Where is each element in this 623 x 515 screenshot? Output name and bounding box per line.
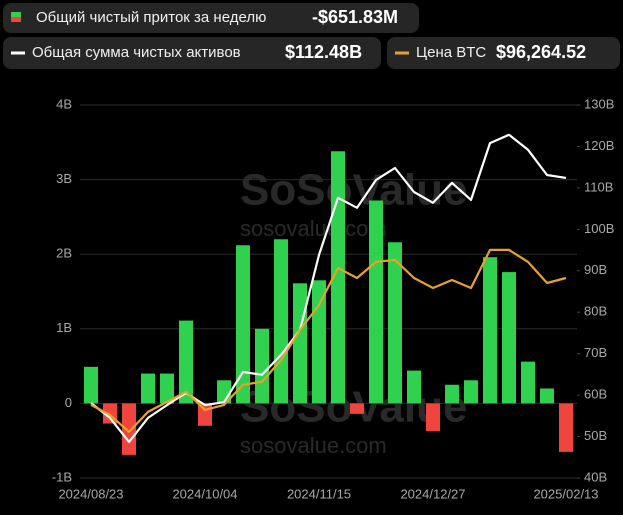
line [90, 133, 567, 443]
y-tick-label: -1B [52, 469, 72, 484]
y2-tick-label: 70B [584, 345, 607, 360]
y-tick-label: 1B [56, 320, 72, 335]
y2-tick-label: 60B [584, 387, 607, 402]
legend-pill [3, 37, 381, 69]
legend-label: Общая сумма чистых активов [32, 44, 241, 61]
bar [502, 272, 516, 404]
legend-pill [3, 3, 419, 33]
y2-tick-label: 110B [584, 179, 613, 194]
x-tick-label: 2024/12/27 [400, 486, 465, 501]
y2-tick-label: 100B [584, 221, 614, 236]
bar [160, 373, 174, 404]
x-tick-label: 2025/02/13 [533, 486, 598, 501]
bar [369, 200, 383, 404]
bar [331, 151, 345, 404]
y-tick-label: 4B [56, 96, 72, 111]
bar [293, 283, 307, 404]
y2-tick-label: 50B [584, 428, 607, 443]
bar [388, 242, 402, 404]
watermark: sosovalue.com [240, 216, 387, 241]
bar [312, 280, 326, 404]
y2-tick-label: 120B [584, 138, 614, 153]
bar [559, 403, 573, 452]
y2-tick-label: 80B [584, 304, 607, 319]
watermark: sosovalue.com [240, 433, 387, 458]
bar [255, 328, 269, 404]
bar [445, 384, 459, 404]
y-tick-label: 3B [56, 171, 72, 186]
bar [179, 320, 193, 404]
bar [198, 403, 212, 426]
y2-tick-label: 130B [584, 96, 614, 111]
legend-pill [387, 37, 620, 69]
x-tick-label: 2024/11/15 [287, 486, 351, 501]
bar [141, 373, 155, 404]
legend-icon [11, 17, 21, 22]
x-tick-label: 2024/10/04 [172, 486, 237, 501]
legend-icon [11, 12, 21, 17]
bar [84, 366, 98, 404]
bar [464, 380, 478, 404]
legend-value: $96,264.52 [496, 42, 586, 62]
x-tick-label: 2024/08/23 [58, 486, 123, 501]
legend-label: Общий чистый приток за неделю [36, 9, 266, 26]
y2-tick-label: 90B [584, 262, 607, 277]
bar [274, 239, 288, 404]
legend-value: $112.48B [285, 42, 362, 62]
bar [426, 403, 440, 432]
bar [407, 370, 421, 404]
y-tick-label: 0 [65, 395, 72, 410]
y2-tick-label: 40B [584, 469, 607, 484]
legend-value: -$651.83M [312, 7, 398, 27]
bar [122, 403, 136, 455]
bar [521, 361, 535, 404]
bar [540, 388, 554, 404]
bar [350, 403, 364, 414]
bar [236, 245, 250, 404]
bar [483, 257, 497, 404]
line [90, 248, 567, 433]
y-tick-label: 2B [56, 246, 72, 261]
legend-label: Цена BTC [416, 44, 486, 61]
